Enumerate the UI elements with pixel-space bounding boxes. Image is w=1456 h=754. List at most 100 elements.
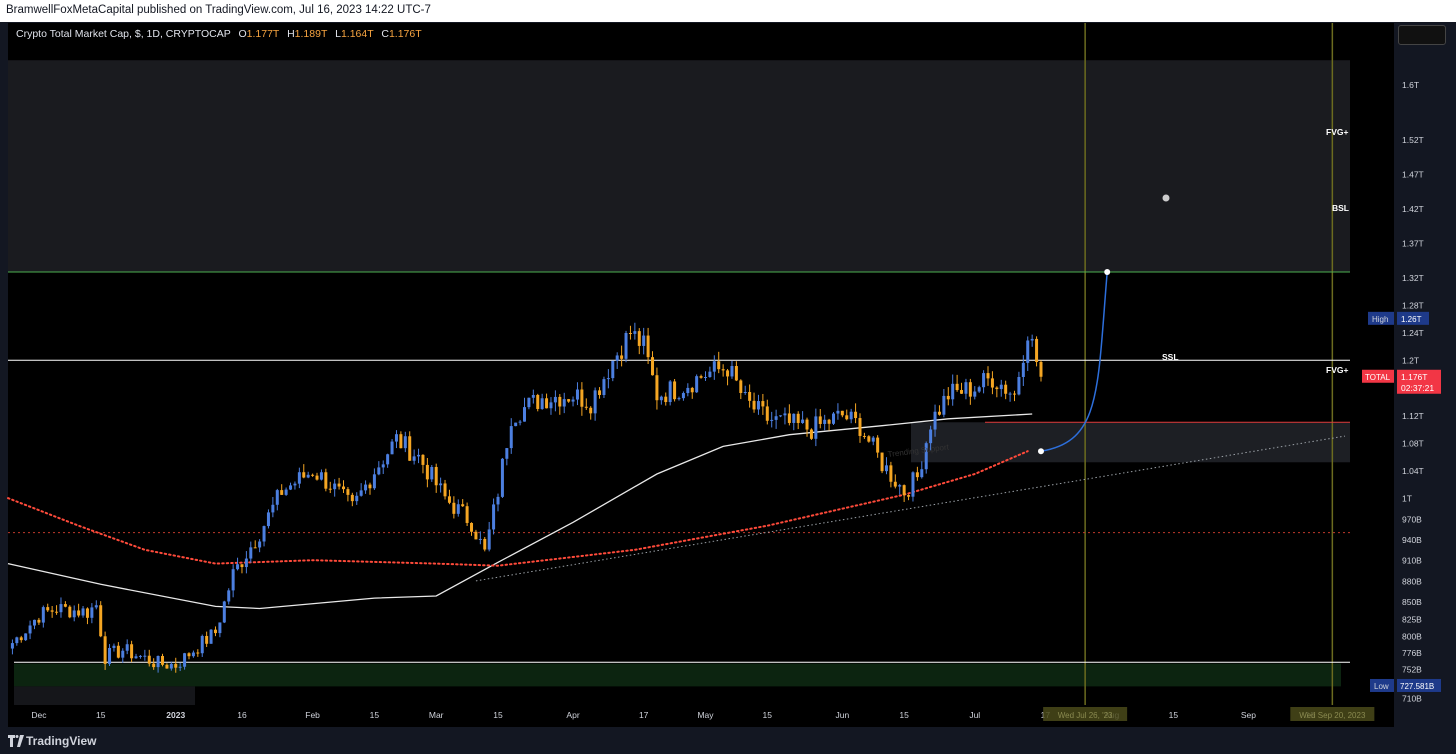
y-axis-tick-label: 1.2T (1402, 356, 1419, 366)
candle-body (509, 426, 513, 449)
candle-body (567, 399, 571, 402)
x-axis-tick-label: 15 (899, 710, 909, 720)
candle-body (187, 653, 191, 657)
candle-body (474, 531, 478, 540)
candle-body (620, 355, 624, 359)
candle-body (355, 495, 359, 502)
clock-icon (1162, 194, 1170, 202)
candle-body (492, 504, 496, 530)
y-axis-tick-label: 940B (1402, 535, 1422, 545)
candle-body (955, 383, 959, 391)
candle-body (792, 413, 796, 423)
candle-body (686, 387, 690, 394)
candle-body (500, 458, 504, 497)
candle-body (549, 402, 553, 409)
candle-body (161, 655, 165, 665)
candle-body (787, 413, 791, 423)
y-axis-tick-label: 1.12T (1402, 411, 1424, 421)
candle-body (1026, 340, 1030, 363)
price-tag-value: 1.176T (1401, 372, 1427, 382)
candle-body (143, 655, 147, 657)
candle-body (571, 399, 575, 402)
candle-body (59, 604, 63, 613)
candle-body (478, 538, 482, 540)
candle-body (85, 608, 89, 618)
price-scale-settings-button[interactable] (1398, 25, 1446, 45)
candle-body (898, 485, 902, 487)
candle-body (765, 406, 769, 421)
candle-body (849, 411, 853, 420)
x-axis-tick-label: 15 (763, 710, 773, 720)
candle-body (699, 376, 703, 378)
candle-body (156, 655, 160, 668)
candle-body (178, 666, 182, 668)
candle-body (540, 398, 544, 409)
y-axis-tick-label: 800B (1402, 632, 1422, 642)
candle-body (902, 485, 906, 496)
candle-body (125, 644, 129, 651)
candle-body (196, 652, 200, 654)
candle-body (624, 332, 628, 359)
candle-body (55, 611, 59, 613)
candle-body (15, 637, 19, 644)
candle-body (651, 357, 655, 376)
candle-body (337, 483, 341, 487)
candle-body (372, 474, 376, 489)
candle-body (518, 421, 522, 423)
low-label: L (335, 28, 341, 40)
candle-body (884, 465, 888, 472)
candle-body (854, 411, 858, 419)
candle-body (81, 608, 85, 616)
candle-body (924, 443, 928, 470)
candle-body (439, 483, 443, 486)
candle-body (417, 454, 421, 457)
candle-body (28, 625, 32, 634)
candle-body (425, 464, 429, 480)
price-tag-countdown: 02:37:21 (1401, 383, 1434, 393)
candle-body (483, 538, 487, 550)
symbol-legend: Crypto Total Market Cap, $, 1D, CRYPTOCA… (16, 28, 422, 40)
y-axis-tick-label: 1.28T (1402, 301, 1424, 311)
candle-body (505, 448, 509, 459)
projection-start-point (1037, 448, 1044, 455)
x-axis-tick-label: 15 (493, 710, 503, 720)
publisher-bar: BramwellFoxMetaCapital published on Trad… (0, 0, 1456, 22)
y-axis-tick-label: 825B (1402, 614, 1422, 624)
projection-end-point (1104, 268, 1111, 275)
candle-body (664, 396, 668, 403)
x-marker-label: Wed Jul 26, '23 (1058, 711, 1113, 720)
candle-body (359, 490, 363, 496)
candle-body (266, 512, 270, 527)
candle-body (717, 361, 721, 370)
candle-body (637, 331, 641, 346)
candle-body (152, 663, 156, 668)
projection-curve (1040, 271, 1108, 452)
candle-body (522, 407, 526, 422)
y-axis-tick-label: 1.04T (1402, 466, 1424, 476)
candle-body (19, 637, 23, 641)
zone-rect (911, 422, 1350, 463)
candle-body (240, 564, 244, 568)
candle-body (412, 456, 416, 461)
candle-body (946, 395, 950, 400)
candle-body (72, 610, 76, 618)
y-axis-tick-label: 1.6T (1402, 80, 1419, 90)
candle-body (447, 496, 451, 503)
candle-body (743, 391, 747, 393)
candle-body (496, 496, 500, 505)
candle-body (832, 413, 836, 424)
candle-body (690, 387, 694, 393)
candle-body (41, 607, 45, 623)
close-label: C (381, 28, 389, 40)
trending-support-line (475, 435, 1346, 582)
candle-body (364, 484, 368, 491)
candle-body (390, 441, 394, 455)
candle-body (814, 416, 818, 439)
candle-body (990, 378, 994, 388)
candle-body (845, 415, 849, 420)
candle-body (982, 373, 986, 388)
candle-body (275, 490, 279, 505)
candle-body (94, 605, 98, 608)
candle-body (527, 397, 531, 408)
